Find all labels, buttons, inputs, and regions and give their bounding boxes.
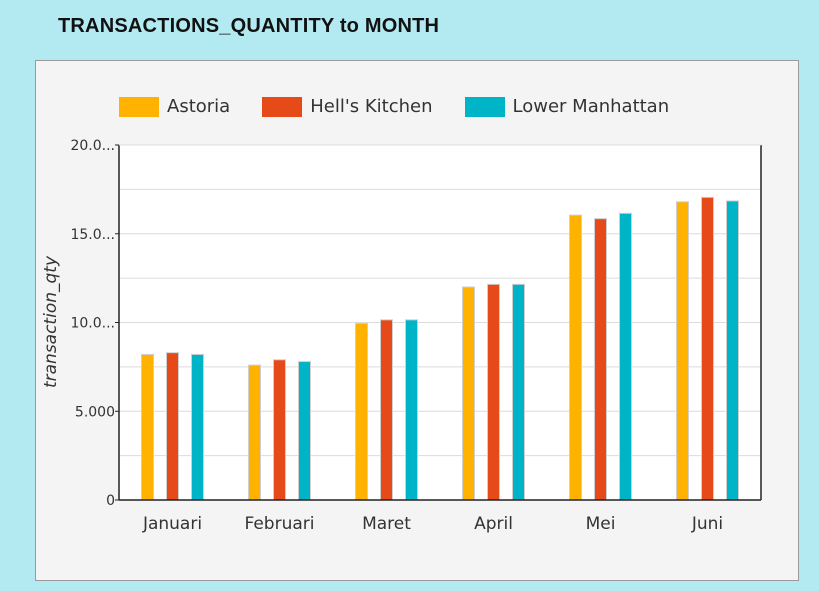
x-tick-label: Mei: [586, 514, 616, 534]
bar-astoria-maret[interactable]: [355, 322, 368, 501]
legend-item-astoria[interactable]: Astoria: [119, 96, 230, 117]
legend-swatch-hells-kitchen: [262, 96, 303, 117]
bar-astoria-februari[interactable]: [248, 364, 261, 501]
bar-lower-manhattan-februari[interactable]: [298, 361, 311, 501]
bar-hell-s-kitchen-maret[interactable]: [380, 319, 393, 501]
y-axis-label: transaction_qty: [41, 255, 61, 388]
bar-hell-s-kitchen-juni[interactable]: [701, 196, 714, 501]
legend-swatch-lower-manhattan: [464, 96, 505, 117]
x-tick-label: Februari: [245, 514, 315, 534]
legend-swatch-astoria: [119, 96, 159, 117]
x-tick-label: Januari: [142, 514, 202, 534]
gridlines: [119, 188, 761, 457]
legend-item-lower-manhattan[interactable]: Lower Manhattan: [464, 96, 670, 117]
x-tick-label: Juni: [691, 514, 723, 534]
bar-lower-manhattan-januari[interactable]: [191, 353, 204, 501]
bar-lower-manhattan-mei[interactable]: [619, 212, 632, 501]
bar-lower-manhattan-juni[interactable]: [726, 200, 739, 501]
legend-label-astoria: Astoria: [167, 96, 231, 117]
bar-astoria-april[interactable]: [462, 286, 475, 501]
chart-title: TRANSACTIONS_QUANTITY to MONTH: [58, 15, 440, 37]
bars: [141, 196, 739, 501]
axes: [118, 144, 762, 501]
y-tick-labels: 0 5.000 10.0... 15.0... 20.0...: [70, 138, 119, 509]
bar-hell-s-kitchen-mei[interactable]: [594, 218, 607, 501]
bar-astoria-januari[interactable]: [141, 353, 154, 501]
bar-astoria-juni[interactable]: [676, 201, 689, 501]
legend-label-lower-manhattan: Lower Manhattan: [512, 96, 670, 117]
y-tick-label: 5.000: [75, 404, 115, 420]
x-tick-label: Maret: [362, 514, 411, 534]
legend-item-hells-kitchen[interactable]: Hell's Kitchen: [262, 96, 433, 117]
legend: Astoria Hell's Kitchen Lower Manhattan: [119, 96, 701, 117]
bar-lower-manhattan-maret[interactable]: [405, 319, 418, 501]
legend-label-hells-kitchen: Hell's Kitchen: [310, 96, 433, 117]
x-tick-label: April: [474, 514, 513, 534]
y-tick-label: 15.0...: [70, 227, 115, 243]
y-tick-label: 20.0...: [70, 138, 115, 154]
bar-hell-s-kitchen-januari[interactable]: [166, 352, 179, 501]
bar-hell-s-kitchen-april[interactable]: [487, 283, 500, 501]
y-tick-label: 10.0...: [70, 316, 115, 332]
bar-astoria-mei[interactable]: [569, 214, 582, 501]
bar-hell-s-kitchen-februari[interactable]: [273, 359, 286, 501]
x-tick-labels: Januari Februari Maret April Mei Juni: [142, 514, 723, 534]
y-tick-label: 0: [106, 493, 115, 509]
bar-lower-manhattan-april[interactable]: [512, 283, 525, 501]
